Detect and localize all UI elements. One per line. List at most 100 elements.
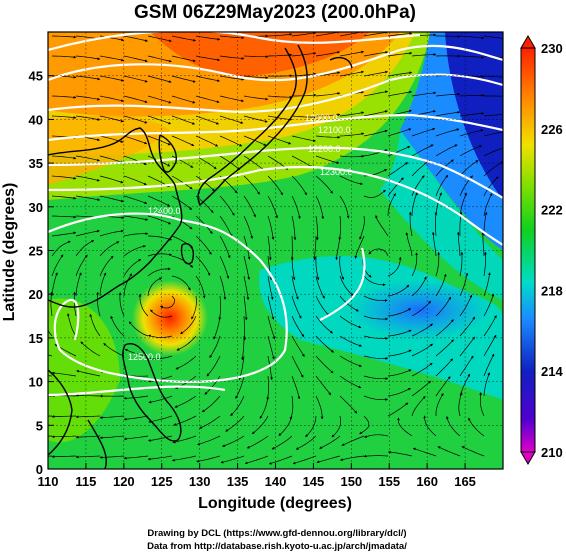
streamline xyxy=(51,55,77,59)
streamline xyxy=(319,435,341,449)
streamline xyxy=(171,135,195,147)
x-tick-label: 140 xyxy=(265,474,287,489)
streamline xyxy=(387,177,404,197)
streamline xyxy=(483,75,503,78)
streamline xyxy=(387,387,411,397)
streamline xyxy=(99,272,107,297)
y-tick-label: 40 xyxy=(29,112,43,127)
streamline xyxy=(411,127,436,137)
streamline xyxy=(483,114,503,117)
streamline xyxy=(180,315,197,335)
streamline xyxy=(259,395,269,419)
streamline xyxy=(435,111,461,117)
streamline xyxy=(171,95,196,104)
y-tick-label: 0 xyxy=(36,462,43,477)
streamline xyxy=(363,275,386,287)
streamline xyxy=(267,115,293,121)
streamline xyxy=(315,51,341,57)
coastline-japan xyxy=(197,44,308,207)
streamline xyxy=(243,155,264,171)
streamline xyxy=(339,70,365,77)
streamline xyxy=(483,161,503,177)
colorbar-label: 214 xyxy=(541,364,563,379)
streamline xyxy=(479,392,485,417)
colorbar-ticks: 230 226 222 218 214 210 xyxy=(541,41,563,460)
x-tick-label: 115 xyxy=(75,474,96,489)
streamline xyxy=(171,195,193,210)
streamline xyxy=(354,235,365,259)
streamline xyxy=(51,155,77,160)
streamline xyxy=(267,275,274,300)
y-axis-label: Latitude (degrees) xyxy=(1,183,18,322)
streamline xyxy=(172,435,197,444)
streamline xyxy=(483,353,495,377)
streamline xyxy=(315,375,332,396)
streamline xyxy=(243,215,253,239)
streamline xyxy=(456,231,461,257)
streamline xyxy=(51,415,77,418)
streamline xyxy=(147,195,171,207)
streamline xyxy=(243,315,247,341)
streamline xyxy=(411,192,418,217)
streamline xyxy=(411,362,433,377)
streamline xyxy=(219,95,244,103)
streamline xyxy=(75,55,101,61)
streamline xyxy=(435,273,447,297)
streamline xyxy=(73,291,77,317)
streamline xyxy=(363,90,389,97)
streamline xyxy=(267,53,293,57)
x-tick-label: 145 xyxy=(303,474,325,489)
streamline xyxy=(195,235,212,255)
streamline xyxy=(387,193,396,217)
streamline xyxy=(123,195,148,205)
streamline xyxy=(197,435,221,446)
streamline xyxy=(291,52,317,57)
streamline xyxy=(387,145,411,157)
streamline xyxy=(315,155,340,164)
streamline xyxy=(459,336,475,357)
contour-label: 12500.0 xyxy=(128,352,161,362)
streamline xyxy=(147,355,173,361)
streamline xyxy=(315,355,334,374)
streamline xyxy=(363,189,386,198)
contour-line xyxy=(48,44,503,82)
x-tick-label: 155 xyxy=(378,474,400,489)
streamline xyxy=(110,315,125,337)
streamline xyxy=(387,32,413,37)
streamline xyxy=(435,128,460,137)
x-tick-label: 135 xyxy=(227,474,249,489)
streamline xyxy=(243,295,248,321)
streamline xyxy=(435,92,461,97)
streamline xyxy=(359,415,370,435)
streamline xyxy=(387,308,412,317)
streamline xyxy=(67,313,77,337)
streamline xyxy=(315,275,325,299)
yellowgreen-region-southwest xyxy=(48,298,120,443)
streamline xyxy=(171,55,196,63)
streamline xyxy=(295,435,317,450)
streamline xyxy=(51,215,77,219)
streamline xyxy=(461,446,485,457)
streamline xyxy=(291,375,301,400)
streamline xyxy=(138,293,149,317)
streamline xyxy=(99,255,114,277)
streamline xyxy=(459,272,469,297)
streamline xyxy=(339,195,350,219)
streamline xyxy=(339,295,359,312)
streamline xyxy=(89,313,101,337)
streamline xyxy=(243,275,250,301)
streamline xyxy=(411,91,437,97)
streamline xyxy=(209,335,221,358)
streamline xyxy=(459,355,474,377)
credit-data: Data from http://database.rish.kyoto-u.a… xyxy=(147,541,407,552)
streamline xyxy=(267,175,283,196)
streamline xyxy=(387,71,413,77)
colorbar: 230 226 222 218 214 210 xyxy=(520,35,563,465)
streamline xyxy=(148,415,173,423)
streamline xyxy=(51,455,77,459)
streamline xyxy=(411,395,426,417)
streamline xyxy=(459,251,464,277)
streamline xyxy=(174,395,197,408)
coastline-philippines xyxy=(122,343,182,442)
streamline xyxy=(435,376,451,397)
